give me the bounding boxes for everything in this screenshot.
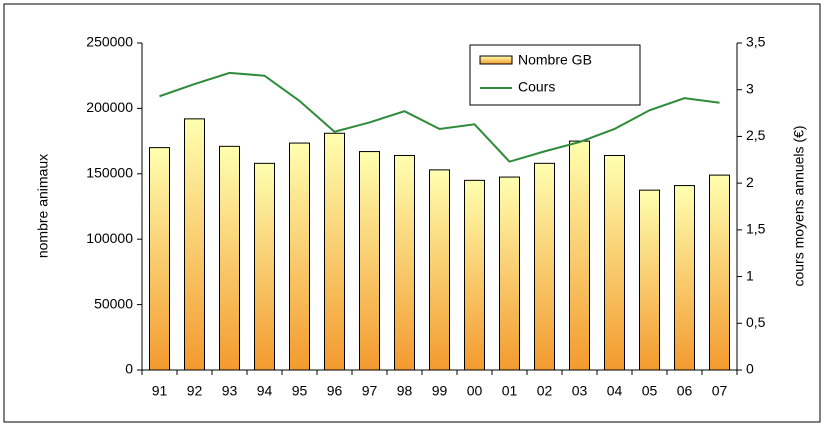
bar <box>464 179 485 371</box>
x-tick-label: 95 <box>292 383 308 399</box>
x-tick-label: 91 <box>152 383 168 399</box>
bar <box>219 145 240 371</box>
y2-tick-label: 1 <box>746 267 754 283</box>
x-tick-label: 98 <box>397 383 413 399</box>
x-tick-label: 02 <box>537 383 553 399</box>
x-tick-label: 99 <box>432 383 448 399</box>
bar <box>149 147 170 371</box>
y-tick-label: 0 <box>125 361 133 377</box>
x-tick-label: 06 <box>677 383 693 399</box>
bar <box>604 154 625 371</box>
x-tick-label: 00 <box>467 383 483 399</box>
x-tick-label: 03 <box>572 383 588 399</box>
bar <box>534 162 555 371</box>
y2-tick-label: 2,5 <box>746 127 766 143</box>
bar <box>394 154 415 371</box>
y-tick-label: 150000 <box>86 165 133 181</box>
x-tick-label: 94 <box>257 383 273 399</box>
x-tick-label: 07 <box>712 383 728 399</box>
bar <box>429 169 450 371</box>
bar <box>254 162 275 371</box>
y-tick-label: 250000 <box>86 34 133 50</box>
x-tick-label: 97 <box>362 383 378 399</box>
line <box>159 71 720 163</box>
bar <box>674 185 695 371</box>
x-tick-label: 93 <box>222 383 238 399</box>
bar <box>359 151 380 371</box>
bar <box>569 140 590 371</box>
legend-swatch <box>479 55 513 65</box>
y2-tick-label: 2 <box>746 174 754 190</box>
bar <box>639 189 660 371</box>
x-tick-label: 04 <box>607 383 623 399</box>
y2-tick-label: 0,5 <box>746 314 766 330</box>
x-tick-label: 96 <box>327 383 343 399</box>
legend-label: Cours <box>518 79 555 95</box>
y-tick-label: 200000 <box>86 99 133 115</box>
bar <box>289 142 310 371</box>
legend-label: Nombre GB <box>518 52 592 68</box>
bar <box>709 174 730 371</box>
y-tick-label: 100000 <box>86 230 133 246</box>
legend-box <box>469 44 641 106</box>
y2-tick-label: 3 <box>746 80 754 96</box>
x-tick-label: 05 <box>642 383 658 399</box>
y2-tick-label: 3,5 <box>746 34 766 50</box>
bar <box>499 176 520 371</box>
bar <box>324 132 345 371</box>
bar <box>184 118 205 371</box>
y2-tick-label: 1,5 <box>746 221 766 237</box>
y2-tick-label: 0 <box>746 361 754 377</box>
x-tick-label: 92 <box>187 383 203 399</box>
y-tick-label: 50000 <box>94 295 133 311</box>
x-tick-label: 01 <box>502 383 518 399</box>
y2-axis-label: cours moyens annuels (€) <box>791 125 807 286</box>
y-axis-label: nombre animaux <box>35 154 51 258</box>
